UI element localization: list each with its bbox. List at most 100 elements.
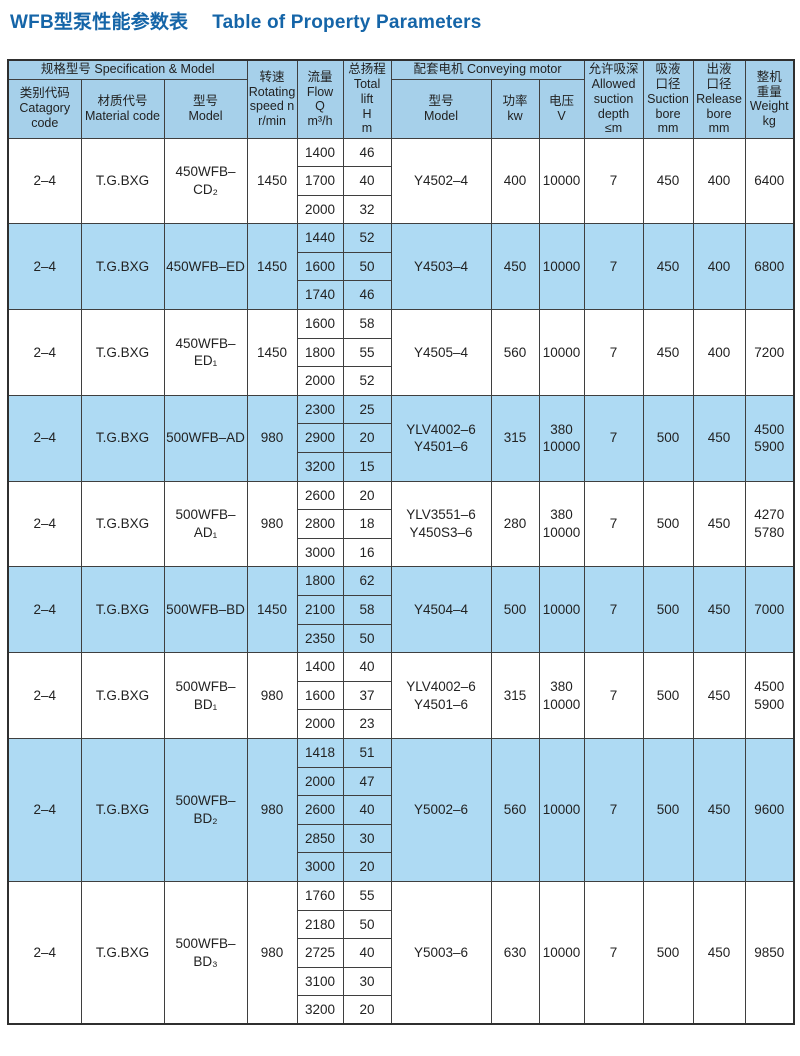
cell-flow: 1700 bbox=[296, 166, 344, 196]
table-row: 2–4 T.G.BXG 500WFB–BD₃ 980 1760 55 Y5003–6 630 1… bbox=[7, 880, 795, 1025]
cell-release-bore: 450 bbox=[692, 737, 746, 882]
cell-suction-depth: 7 bbox=[583, 137, 644, 225]
table-row: 3100 30 bbox=[8, 966, 794, 997]
cell-flow: 1440 bbox=[296, 223, 344, 253]
cell-total-lift: 46 bbox=[342, 280, 392, 311]
table-row: 2–4 T.G.BXG 500WFB–BD₂ 980 1418 51 Y5002–6 560 1… bbox=[7, 737, 795, 882]
cell-rotating-speed: 980 bbox=[246, 480, 298, 568]
cell-model: 500WFB–BD₁ bbox=[163, 652, 248, 739]
cell-total-lift: 32 bbox=[342, 194, 392, 225]
cell-release-bore: 450 bbox=[692, 880, 746, 1025]
cell-weight: 4500 5900 bbox=[744, 652, 795, 739]
cell-flow: 3000 bbox=[296, 852, 344, 882]
cell-suction-depth: 7 bbox=[583, 566, 644, 654]
cell-motor-model: YLV4002–6 Y4501–6 bbox=[390, 394, 492, 482]
header-spec-group: 规格型号 Specification & Model bbox=[7, 59, 248, 80]
cell-weight: 7000 bbox=[744, 566, 795, 654]
cell-motor-model: YLV3551–6 Y450S3–6 bbox=[390, 480, 492, 568]
header-row-sub: 类别代码 Catagory code 材质代号 Material code 型号… bbox=[7, 78, 794, 139]
cell-voltage: 10000 bbox=[538, 309, 585, 396]
cell-flow: 1740 bbox=[296, 280, 344, 311]
cell-rotating-speed: 1450 bbox=[246, 566, 298, 654]
table-row: 1740 46 bbox=[8, 280, 794, 311]
cell-model: 500WFB–BD₂ bbox=[163, 737, 248, 882]
cell-material-code: T.G.BXG bbox=[80, 137, 165, 225]
cell-total-lift: 20 bbox=[342, 852, 392, 882]
cell-voltage: 10000 bbox=[538, 137, 585, 225]
cell-voltage: 10000 bbox=[538, 223, 585, 311]
cell-suction-depth: 7 bbox=[583, 880, 644, 1025]
cell-material-code: T.G.BXG bbox=[80, 880, 165, 1025]
cell-total-lift: 40 bbox=[342, 166, 392, 196]
cell-flow: 3000 bbox=[296, 537, 344, 568]
table-row: 2600 40 bbox=[8, 795, 794, 825]
cell-total-lift: 30 bbox=[342, 823, 392, 854]
cell-weight: 6800 bbox=[744, 223, 795, 311]
header-release-bore: 出液 口径 Release bore mm bbox=[692, 59, 746, 139]
cell-total-lift: 40 bbox=[342, 795, 392, 825]
header-material-code: 材质代号 Material code bbox=[80, 78, 165, 139]
table-row: 2350 50 bbox=[8, 623, 794, 654]
cell-voltage: 10000 bbox=[538, 880, 585, 1025]
cell-model: 500WFB–BD₃ bbox=[163, 880, 248, 1025]
cell-catagory-code: 2–4 bbox=[7, 737, 82, 882]
cell-weight: 7200 bbox=[744, 309, 795, 396]
table-row: 2000 23 bbox=[8, 709, 794, 739]
cell-flow: 2725 bbox=[296, 938, 344, 968]
table-row: 1800 55 bbox=[8, 337, 794, 368]
cell-model: 450WFB–ED bbox=[163, 223, 248, 311]
header-motor-model: 型号 Model bbox=[390, 78, 492, 139]
table-row: 2100 58 bbox=[8, 595, 794, 625]
cell-flow: 2100 bbox=[296, 595, 344, 625]
cell-model: 450WFB–CD₂ bbox=[163, 137, 248, 225]
cell-flow: 1400 bbox=[296, 652, 344, 682]
cell-weight: 6400 bbox=[744, 137, 795, 225]
cell-total-lift: 30 bbox=[342, 966, 392, 997]
cell-suction-depth: 7 bbox=[583, 652, 644, 739]
table-row: 1600 50 bbox=[8, 251, 794, 282]
cell-flow: 2600 bbox=[296, 480, 344, 511]
cell-flow: 1600 bbox=[296, 251, 344, 282]
cell-flow: 1800 bbox=[296, 337, 344, 368]
cell-release-bore: 450 bbox=[692, 480, 746, 568]
header-total-lift: 总扬程 Total lift H m bbox=[342, 59, 392, 139]
cell-catagory-code: 2–4 bbox=[7, 137, 82, 225]
cell-catagory-code: 2–4 bbox=[7, 652, 82, 739]
cell-voltage: 380 10000 bbox=[538, 652, 585, 739]
page-title-en: Table of Property Parameters bbox=[212, 12, 482, 33]
header-suction-depth: 允许吸深 Allowed suction depth ≤m bbox=[583, 59, 644, 139]
cell-model: 500WFB–AD bbox=[163, 394, 248, 482]
header-voltage: 电压 V bbox=[538, 78, 585, 139]
cell-power: 400 bbox=[490, 137, 540, 225]
cell-flow: 2000 bbox=[296, 709, 344, 739]
cell-power: 630 bbox=[490, 880, 540, 1025]
table-row: 2000 32 bbox=[8, 194, 794, 225]
cell-suction-bore: 500 bbox=[642, 566, 694, 654]
cell-rotating-speed: 1450 bbox=[246, 223, 298, 311]
header-weight: 整机 重量 Weight kg bbox=[744, 59, 795, 139]
cell-total-lift: 25 bbox=[342, 394, 392, 425]
cell-voltage: 380 10000 bbox=[538, 480, 585, 568]
cell-suction-bore: 500 bbox=[642, 394, 694, 482]
cell-flow: 1760 bbox=[296, 880, 344, 911]
cell-flow: 2850 bbox=[296, 823, 344, 854]
cell-suction-bore: 500 bbox=[642, 480, 694, 568]
header-power: 功率 kw bbox=[490, 78, 540, 139]
cell-power: 560 bbox=[490, 737, 540, 882]
header-model: 型号 Model bbox=[163, 78, 248, 139]
page-title: WFB型泵性能参数表 Table of Property Parameters bbox=[10, 7, 800, 34]
cell-rotating-speed: 980 bbox=[246, 394, 298, 482]
cell-motor-model: Y5002–6 bbox=[390, 737, 492, 882]
table-row: 2850 30 bbox=[8, 823, 794, 854]
cell-voltage: 10000 bbox=[538, 566, 585, 654]
cell-total-lift: 15 bbox=[342, 452, 392, 482]
cell-model: 450WFB–ED₁ bbox=[163, 309, 248, 396]
table-row: 2–4 T.G.BXG 500WFB–BD 1450 1800 62 Y4504–4 500 1… bbox=[7, 566, 795, 654]
cell-suction-depth: 7 bbox=[583, 394, 644, 482]
cell-flow: 2000 bbox=[296, 194, 344, 225]
cell-suction-depth: 7 bbox=[583, 737, 644, 882]
cell-rotating-speed: 1450 bbox=[246, 137, 298, 225]
cell-catagory-code: 2–4 bbox=[7, 480, 82, 568]
cell-flow: 1600 bbox=[296, 680, 344, 711]
cell-total-lift: 20 bbox=[342, 480, 392, 511]
